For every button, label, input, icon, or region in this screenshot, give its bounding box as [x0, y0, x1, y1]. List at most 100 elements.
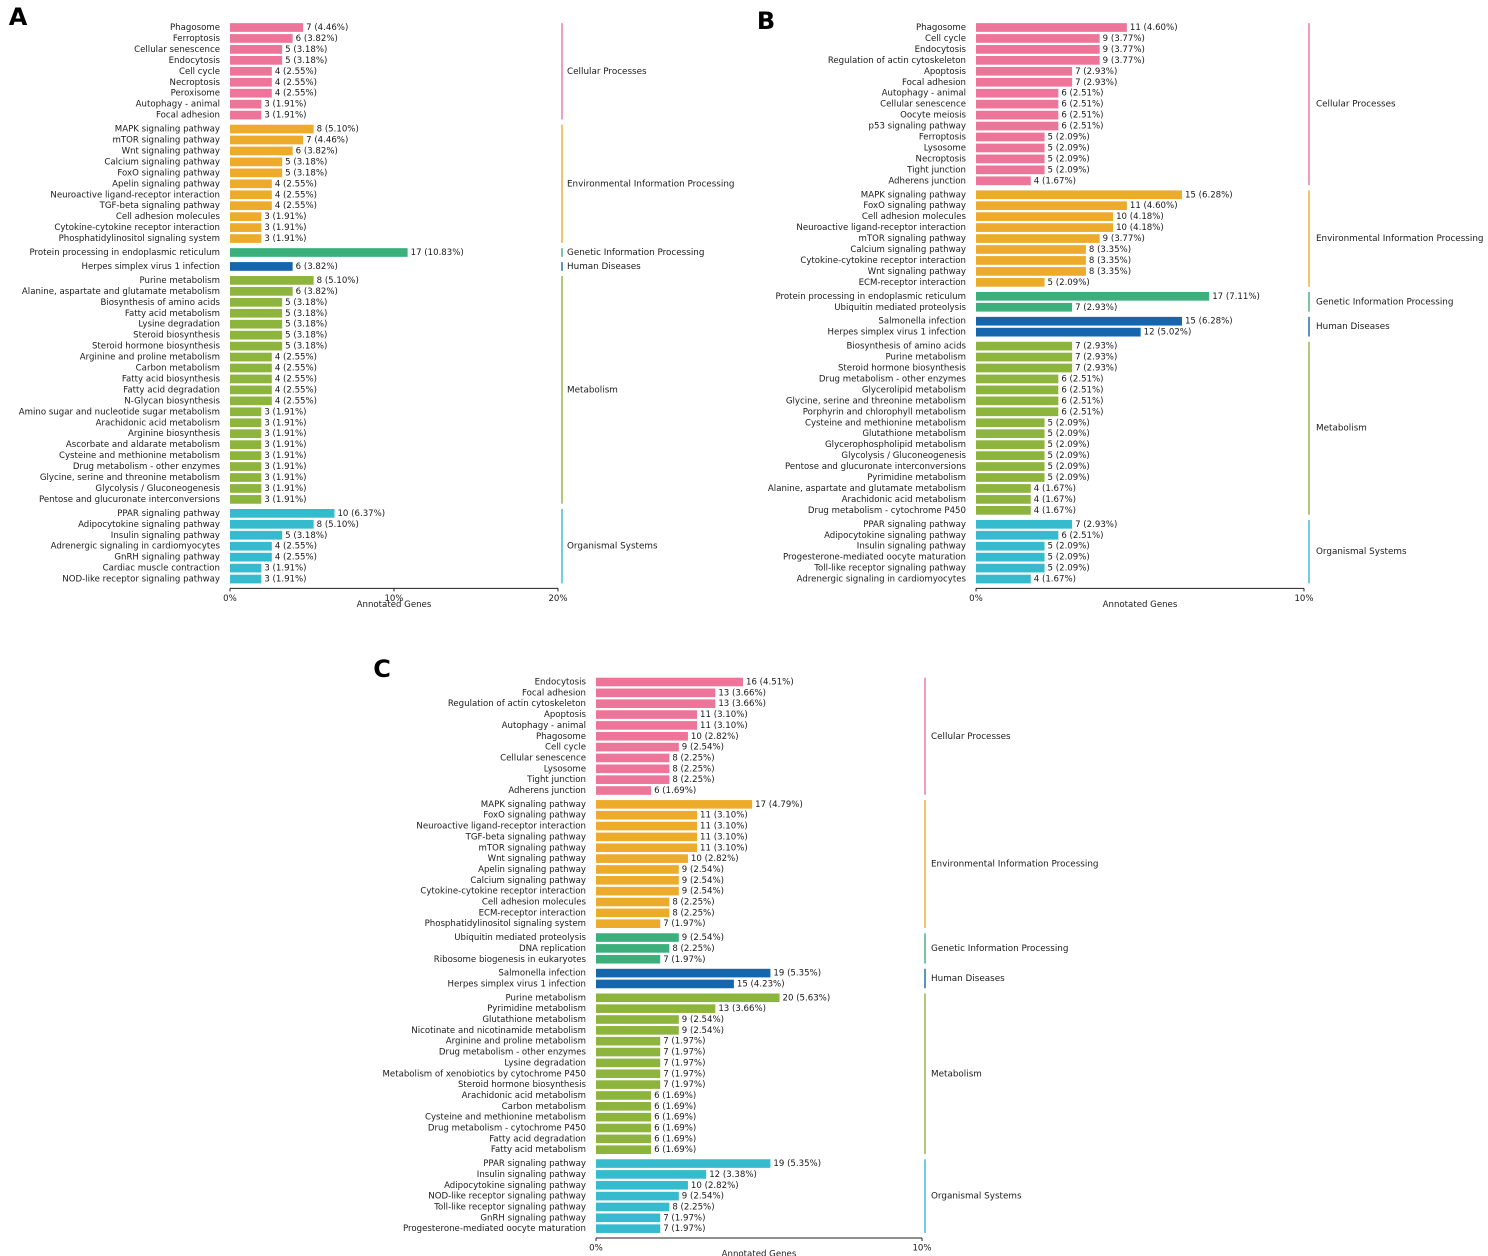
bar-a-fatty-acid-degradation: [230, 385, 272, 395]
value-label-c-cytokine-cytokine-receptor-interaction: 9 (2.54%): [682, 887, 724, 897]
value-label-b-mtor-signaling-pathway: 9 (3.77%): [1103, 234, 1145, 244]
value-label-c-carbon-metabolism: 6 (1.69%): [654, 1102, 696, 1112]
value-label-c-regulation-of-actin-cytoskeleton: 13 (3.66%): [718, 699, 766, 709]
value-label-a-pentose-and-glucuronate-interconversions: 3 (1.91%): [264, 495, 306, 505]
value-label-a-endocytosis: 5 (3.18%): [285, 56, 327, 66]
value-label-a-calcium-signaling-pathway: 5 (3.18%): [285, 157, 327, 167]
pathway-label-b-mtor-signaling-pathway: mTOR signaling pathway: [859, 234, 966, 244]
category-label-c-human-diseases: Human Diseases: [931, 974, 1005, 984]
pathway-label-a-tgf-beta-signaling-pathway: TGF-beta signaling pathway: [99, 201, 220, 211]
value-label-c-pyrimidine-metabolism: 13 (3.66%): [718, 1004, 766, 1014]
value-label-b-arachidonic-acid-metabolism: 4 (1.67%): [1034, 495, 1076, 505]
bar-c-cell-adhesion-molecules: [596, 897, 670, 907]
pathway-label-c-mapk-signaling-pathway: MAPK signaling pathway: [481, 800, 586, 810]
pathway-label-b-adherens-junction: Adherens junction: [888, 176, 966, 186]
category-label-a-environmental-information-processing: Environmental Information Processing: [567, 179, 735, 189]
bar-a-cell-cycle: [230, 66, 272, 76]
value-label-a-ppar-signaling-pathway: 10 (6.37%): [337, 509, 385, 519]
pathway-label-c-glutathione-metabolism: Glutathione metabolism: [482, 1015, 586, 1025]
bar-c-ppar-signaling-pathway: [596, 1159, 771, 1168]
value-label-c-wnt-signaling-pathway: 10 (2.82%): [691, 854, 739, 864]
value-label-c-mtor-signaling-pathway: 11 (3.10%): [700, 843, 748, 853]
bar-b-cellular-senescence: [976, 99, 1059, 109]
pathway-label-b-mapk-signaling-pathway: MAPK signaling pathway: [861, 190, 966, 200]
pathway-label-c-fatty-acid-degradation: Fatty acid degradation: [489, 1134, 586, 1144]
pathway-label-c-calcium-signaling-pathway: Calcium signaling pathway: [470, 876, 586, 886]
bar-a-mtor-signaling-pathway: [230, 135, 304, 145]
bar-b-protein-processing-in-endoplasmic-reticulum: [976, 291, 1210, 301]
bar-b-focal-adhesion: [976, 77, 1073, 87]
value-label-c-foxo-signaling-pathway: 11 (3.10%): [700, 811, 748, 821]
value-label-c-herpes-simplex-virus-1-infection: 15 (4.23%): [737, 979, 785, 989]
category-label-b-metabolism: Metabolism: [1316, 424, 1367, 434]
bar-c-lysosome: [596, 764, 670, 774]
value-label-b-drug-metabolism-cytochrome-p450: 4 (1.67%): [1034, 506, 1076, 516]
bar-a-calcium-signaling-pathway: [230, 157, 283, 167]
pathway-label-a-mapk-signaling-pathway: MAPK signaling pathway: [115, 125, 220, 135]
bar-b-mtor-signaling-pathway: [976, 234, 1100, 243]
bar-c-dna-replication: [596, 944, 670, 953]
pathway-label-b-glutathione-metabolism: Glutathione metabolism: [862, 429, 966, 439]
pathway-label-c-fatty-acid-metabolism: Fatty acid metabolism: [491, 1145, 586, 1155]
bar-a-pentose-and-glucuronate-interconversions: [230, 495, 262, 504]
value-label-c-ecm-receptor-interaction: 8 (2.25%): [672, 908, 714, 918]
pathway-label-c-endocytosis: Endocytosis: [535, 678, 587, 688]
x-tick-label-c-1: 10%: [912, 1243, 931, 1253]
value-label-c-dna-replication: 8 (2.25%): [672, 944, 714, 954]
bar-b-autophagy-animal: [976, 88, 1059, 98]
pathway-label-a-endocytosis: Endocytosis: [169, 56, 221, 66]
value-label-a-cysteine-and-methionine-metabolism: 3 (1.91%): [264, 451, 306, 461]
value-label-c-ribosome-biogenesis-in-eukaryotes: 7 (1.97%): [663, 955, 705, 965]
value-label-b-phagosome: 11 (4.60%): [1130, 23, 1178, 33]
bar-b-purine-metabolism: [976, 352, 1073, 362]
value-label-c-nicotinate-and-nicotinamide-metabolism: 9 (2.54%): [682, 1026, 724, 1036]
bar-c-adipocytokine-signaling-pathway: [596, 1180, 688, 1190]
pathway-label-c-insulin-signaling-pathway: Insulin signaling pathway: [477, 1170, 586, 1180]
bar-a-autophagy-animal: [230, 99, 262, 109]
bar-a-herpes-simplex-virus-1-infection: [230, 262, 293, 271]
pathway-label-b-cell-adhesion-molecules: Cell adhesion molecules: [862, 212, 967, 222]
bar-b-porphyrin-and-chlorophyll-metabolism: [976, 407, 1059, 417]
pathway-label-b-adrenergic-signaling-in-cardiomyocytes: Adrenergic signaling in cardiomyocytes: [797, 575, 967, 585]
pathway-label-b-pyrimidine-metabolism: Pyrimidine metabolism: [867, 473, 966, 483]
pathway-label-c-adherens-junction: Adherens junction: [508, 786, 586, 796]
value-label-b-pyrimidine-metabolism: 5 (2.09%): [1048, 473, 1090, 483]
pathway-label-b-necroptosis: Necroptosis: [916, 154, 967, 164]
pathway-label-c-arginine-and-proline-metabolism: Arginine and proline metabolism: [446, 1037, 586, 1047]
pathway-label-c-progesterone-mediated-oocyte-maturation: Progesterone-mediated oocyte maturation: [403, 1224, 586, 1234]
pathway-label-c-lysosome: Lysosome: [544, 764, 586, 774]
bar-a-purine-metabolism: [230, 276, 314, 285]
pathway-label-c-tgf-beta-signaling-pathway: TGF-beta signaling pathway: [465, 832, 586, 842]
value-label-b-salmonella-infection: 15 (6.28%): [1185, 317, 1233, 327]
bar-b-pyrimidine-metabolism: [976, 473, 1045, 482]
pathway-label-b-porphyrin-and-chlorophyll-metabolism: Porphyrin and chlorophyll metabolism: [803, 407, 966, 417]
value-label-a-fatty-acid-degradation: 4 (2.55%): [275, 385, 317, 395]
pathway-label-a-cytokine-cytokine-receptor-interaction: Cytokine-cytokine receptor interaction: [54, 223, 220, 233]
pathway-label-b-autophagy-animal: Autophagy - animal: [882, 89, 966, 99]
value-label-c-arachidonic-acid-metabolism: 6 (1.69%): [654, 1091, 696, 1101]
pathway-label-a-lysine-degradation: Lysine degradation: [138, 320, 220, 330]
value-label-b-cellular-senescence: 6 (2.51%): [1061, 100, 1103, 110]
pathway-label-c-neuroactive-ligand-receptor-interaction: Neuroactive ligand-receptor interaction: [416, 822, 586, 832]
pathway-label-a-cell-cycle: Cell cycle: [179, 67, 220, 77]
value-label-b-p53-signaling-pathway: 6 (2.51%): [1061, 122, 1103, 132]
pathway-label-b-ubiquitin-mediated-proteolysis: Ubiquitin mediated proteolysis: [834, 303, 966, 313]
category-label-a-genetic-information-processing: Genetic Information Processing: [567, 248, 704, 258]
value-label-a-autophagy-animal: 3 (1.91%): [264, 100, 306, 110]
pathway-label-a-glycolysis-gluconeogenesis: Glycolysis / Gluconeogenesis: [95, 484, 220, 494]
pathway-label-c-cellular-senescence: Cellular senescence: [500, 753, 586, 763]
value-label-a-fatty-acid-metabolism: 5 (3.18%): [285, 309, 327, 319]
bar-b-apoptosis: [976, 66, 1073, 76]
bar-c-calcium-signaling-pathway: [596, 876, 679, 885]
value-label-c-phagosome: 10 (2.82%): [691, 732, 739, 742]
value-label-b-glycolysis-gluconeogenesis: 5 (2.09%): [1048, 451, 1090, 461]
bar-a-arginine-and-proline-metabolism: [230, 352, 272, 362]
value-label-b-alanine-aspartate-and-glutamate-metabolism: 4 (1.67%): [1034, 484, 1076, 494]
bar-a-steroid-hormone-biosynthesis: [230, 341, 283, 351]
bar-b-regulation-of-actin-cytoskeleton: [976, 56, 1100, 65]
pathway-label-a-ferroptosis: Ferroptosis: [173, 34, 221, 44]
value-label-a-arachidonic-acid-metabolism: 3 (1.91%): [264, 418, 306, 428]
bar-c-mapk-signaling-pathway: [596, 800, 753, 809]
bar-c-tgf-beta-signaling-pathway: [596, 832, 698, 842]
bar-c-steroid-hormone-biosynthesis: [596, 1080, 661, 1089]
